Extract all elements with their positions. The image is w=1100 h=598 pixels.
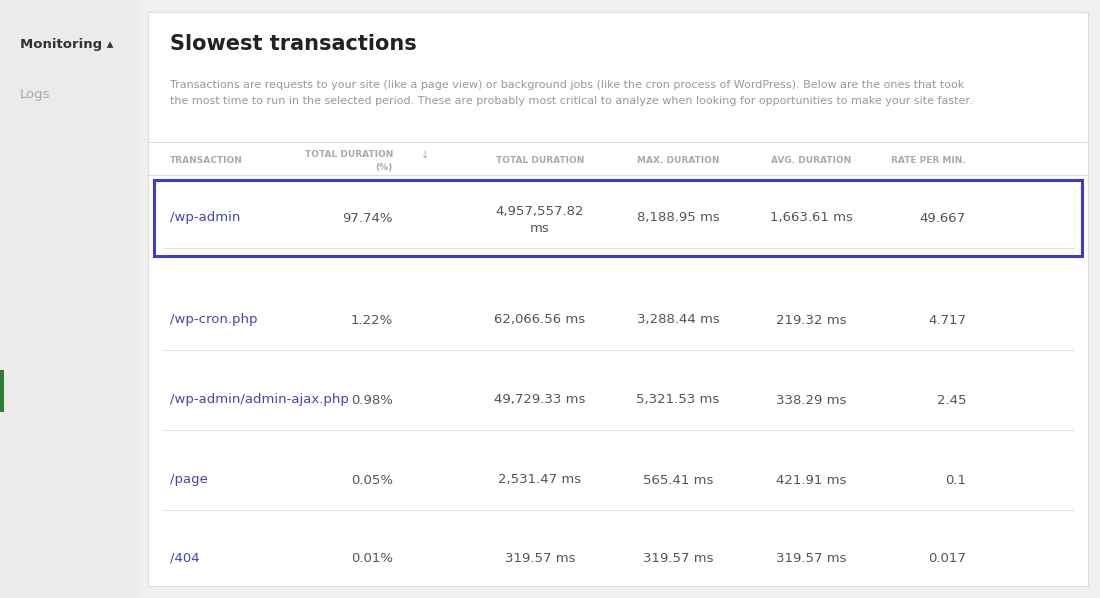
Text: the most time to run in the selected period. These are probably most critical to: the most time to run in the selected per… [170,96,972,106]
Text: 49.667: 49.667 [920,212,966,224]
Bar [148,12,1088,586]
Text: /404: /404 [170,551,199,565]
Text: 3,288.44 ms: 3,288.44 ms [637,313,719,327]
Text: 319.57 ms: 319.57 ms [505,551,575,565]
Text: TRANSACTION: TRANSACTION [170,156,243,165]
Text: AVG. DURATION: AVG. DURATION [771,156,851,165]
Text: 319.57 ms: 319.57 ms [642,551,713,565]
Text: ms: ms [530,221,550,234]
FancyBboxPatch shape [154,180,1082,256]
Text: 8,188.95 ms: 8,188.95 ms [637,212,719,224]
Text: 421.91 ms: 421.91 ms [776,474,846,487]
Text: 2.45: 2.45 [936,393,966,407]
Text: 62,066.56 ms: 62,066.56 ms [494,313,585,327]
Text: 4,957,557.82: 4,957,557.82 [496,205,584,218]
Text: (%): (%) [376,163,393,172]
Text: 2,531.47 ms: 2,531.47 ms [498,474,582,487]
Text: Monitoring ▴: Monitoring ▴ [20,38,113,51]
Text: 1,663.61 ms: 1,663.61 ms [770,212,853,224]
Text: 565.41 ms: 565.41 ms [642,474,713,487]
Text: 1.22%: 1.22% [351,313,393,327]
Text: Slowest transactions: Slowest transactions [170,34,417,54]
Text: 0.017: 0.017 [928,551,966,565]
Text: 4.717: 4.717 [928,313,966,327]
Text: 319.57 ms: 319.57 ms [776,551,846,565]
Bar [0,370,4,412]
Text: TOTAL DURATION: TOTAL DURATION [305,150,393,159]
Text: 0.1: 0.1 [945,474,966,487]
Text: ↓: ↓ [421,150,429,160]
Text: /wp-admin/admin-ajax.php: /wp-admin/admin-ajax.php [170,393,349,407]
Text: 5,321.53 ms: 5,321.53 ms [637,393,719,407]
Text: 49,729.33 ms: 49,729.33 ms [494,393,585,407]
Text: 219.32 ms: 219.32 ms [776,313,846,327]
Text: /wp-cron.php: /wp-cron.php [170,313,257,327]
Text: Transactions are requests to your site (like a page view) or background jobs (li: Transactions are requests to your site (… [170,80,965,90]
Text: 0.98%: 0.98% [351,393,393,407]
Text: RATE PER MIN.: RATE PER MIN. [891,156,966,165]
Text: TOTAL DURATION: TOTAL DURATION [496,156,584,165]
Text: 0.05%: 0.05% [351,474,393,487]
Text: Logs: Logs [20,88,51,101]
Text: /page: /page [170,474,208,487]
Text: MAX. DURATION: MAX. DURATION [637,156,719,165]
Text: 338.29 ms: 338.29 ms [776,393,846,407]
Text: 0.01%: 0.01% [351,551,393,565]
Text: 97.74%: 97.74% [342,212,393,224]
Bar [0,0,140,598]
Text: /wp-admin: /wp-admin [170,212,241,224]
